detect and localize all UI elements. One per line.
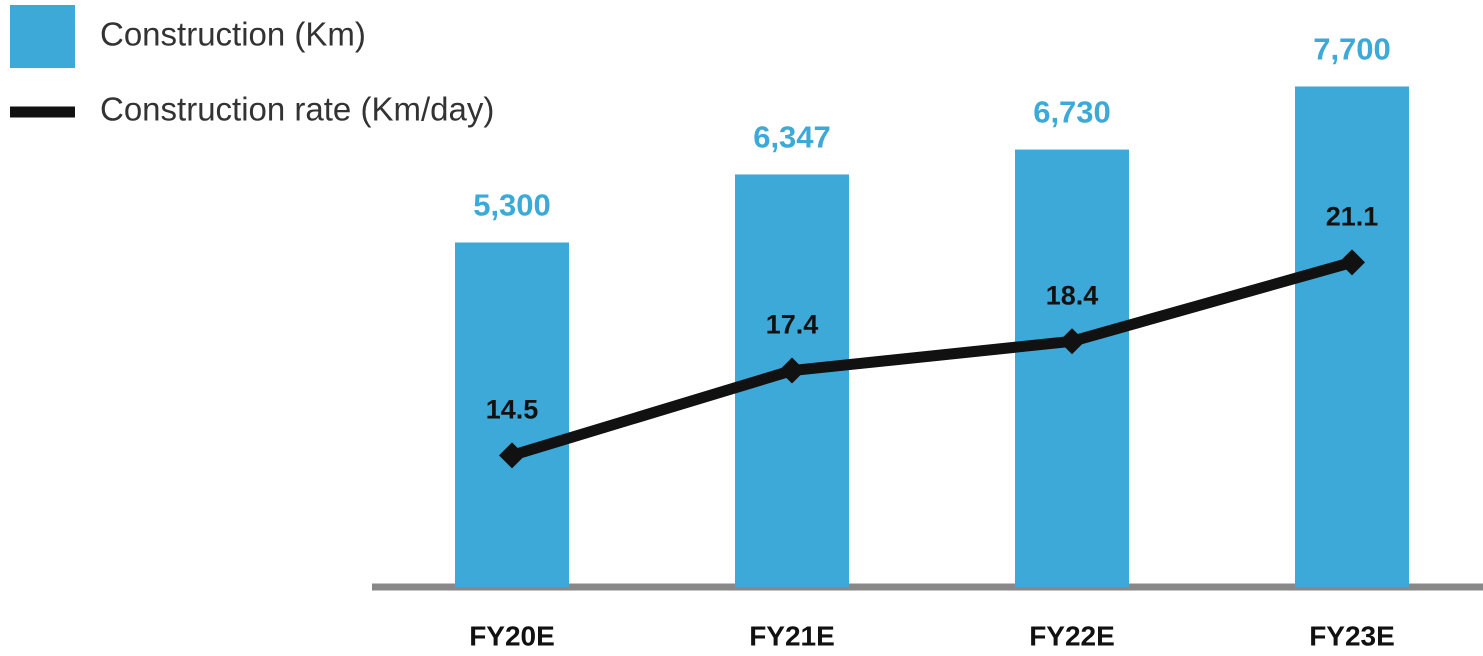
line-label: 21.1 <box>1326 201 1379 231</box>
x-tick-label: FY23E <box>1309 620 1395 651</box>
bar <box>455 242 569 587</box>
line-marker <box>779 357 805 384</box>
line-label: 18.4 <box>1046 280 1099 310</box>
bar <box>1015 149 1129 588</box>
legend-text: Construction rate (Km/day) <box>100 91 494 128</box>
x-tick-label: FY21E <box>749 620 835 651</box>
line-label: 17.4 <box>766 310 819 340</box>
bar-label: 6,347 <box>753 120 831 155</box>
x-tick-label: FY22E <box>1029 620 1115 651</box>
bar <box>1295 86 1409 587</box>
line-label: 14.5 <box>486 395 539 425</box>
line-marker <box>1059 328 1085 355</box>
line-marker <box>499 442 525 469</box>
legend-swatch <box>10 5 75 68</box>
bar-label: 6,730 <box>1033 95 1111 130</box>
legend-text: Construction (Km) <box>100 16 366 53</box>
x-tick-label: FY20E <box>469 620 555 651</box>
line <box>510 257 1354 461</box>
line-marker <box>1339 249 1365 276</box>
bar-label: 7,700 <box>1313 32 1391 67</box>
bar-label: 5,300 <box>473 188 551 223</box>
